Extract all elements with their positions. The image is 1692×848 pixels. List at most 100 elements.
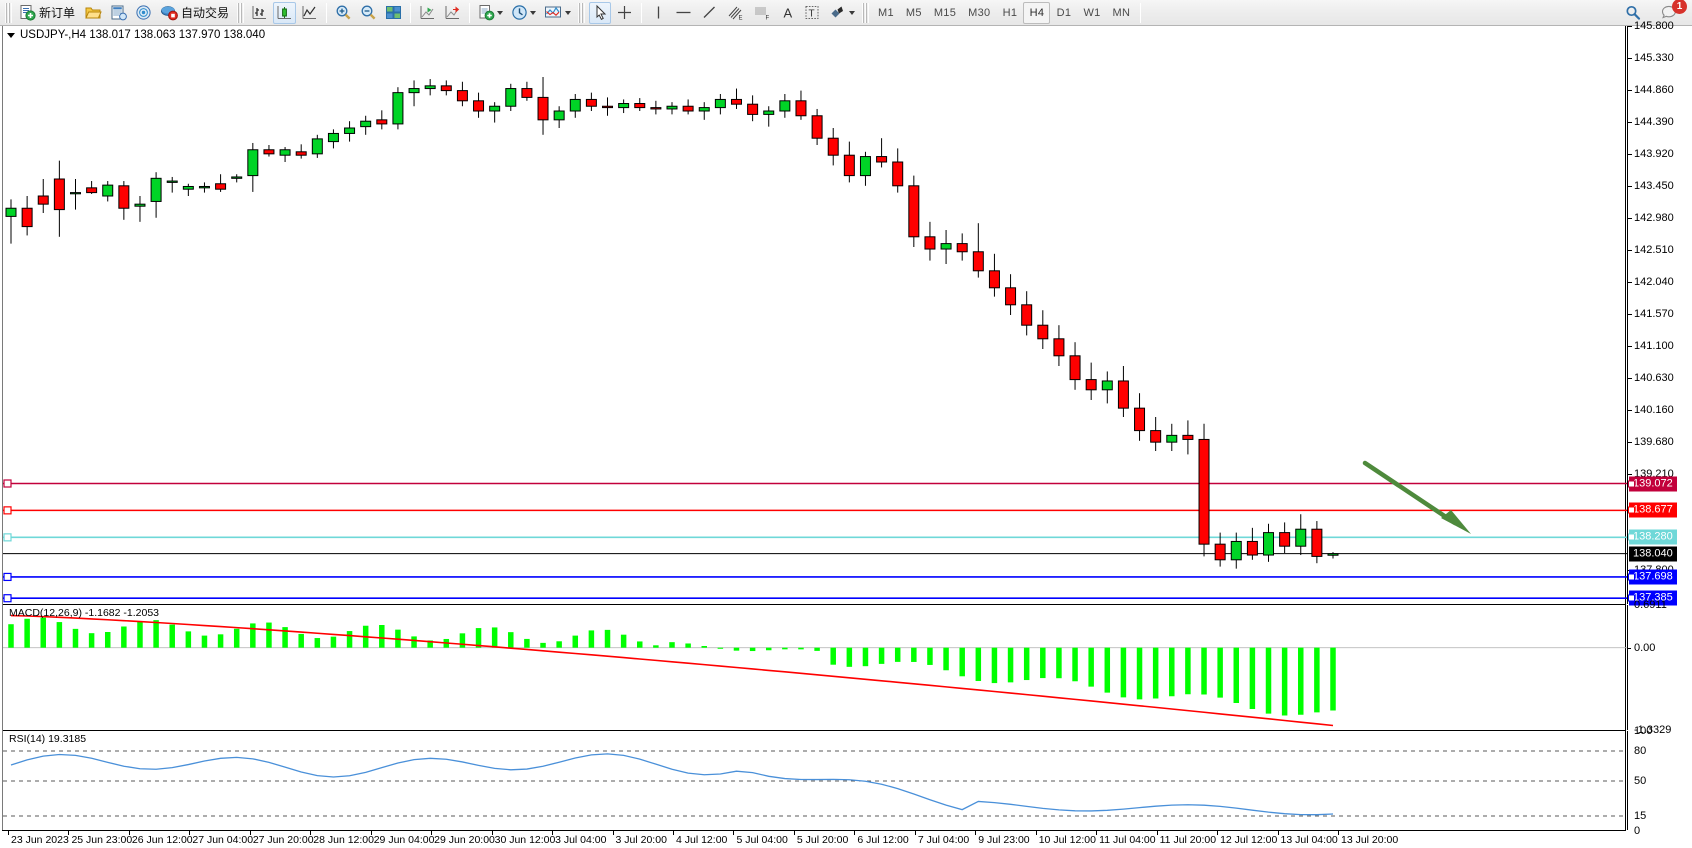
- autotrading-button[interactable]: 自动交易: [157, 2, 233, 24]
- price-level-badge-handle[interactable]: [1628, 594, 1635, 602]
- text-label-button[interactable]: T: [801, 2, 823, 24]
- shapes-button[interactable]: [825, 2, 858, 24]
- market-watch-button[interactable]: [107, 2, 130, 24]
- period-dropdown-caret[interactable]: [530, 10, 537, 15]
- new-order-button[interactable]: 新订单: [16, 2, 79, 24]
- time-scale-tick: [1217, 831, 1219, 835]
- bar-chart-button[interactable]: [248, 2, 271, 24]
- indicators-dropdown-caret[interactable]: [565, 10, 572, 15]
- price-level-handle[interactable]: [3, 506, 12, 515]
- timeframe-button-w1[interactable]: W1: [1083, 6, 1101, 19]
- zoom-in-button[interactable]: [332, 2, 355, 24]
- timeframe-button-m30[interactable]: M30: [968, 6, 991, 19]
- rsi-scale-label: 80: [1634, 745, 1647, 757]
- svg-text:E: E: [739, 16, 743, 22]
- price-scale[interactable]: 145.800 145.330 144.860 144.390 143.920 143.4…: [1627, 20, 1692, 837]
- notification-count-badge: 1: [1672, 0, 1687, 14]
- price-level-badge-138.040[interactable]: 138.040: [1629, 546, 1677, 562]
- price-scale-label: 142.510: [1634, 243, 1674, 256]
- rsi-pane-separator: [3, 730, 1625, 731]
- candle: [5, 199, 17, 244]
- timeframe-button-m15[interactable]: M15: [933, 6, 957, 19]
- macd-pane[interactable]: [3, 605, 1627, 730]
- candle: [376, 110, 388, 130]
- timeframe-button-d1[interactable]: D1: [1056, 6, 1072, 19]
- text-label-icon: T: [805, 6, 819, 20]
- autotrading-label: 自动交易: [181, 6, 230, 20]
- new-chart-dropdown-caret[interactable]: [497, 10, 504, 15]
- chart-canvas[interactable]: USDJPY-,H4 138.017 138.063 137.970 138.0…: [2, 26, 1627, 831]
- crosshair-button[interactable]: [613, 2, 636, 24]
- indicators-button[interactable]: [541, 2, 574, 24]
- candle: [682, 99, 694, 115]
- timeframe-button-m1[interactable]: M1: [878, 6, 894, 19]
- zoom-out-button[interactable]: [357, 2, 380, 24]
- price-level-handle[interactable]: [3, 533, 12, 542]
- toolbar-grip-2[interactable]: [237, 2, 245, 23]
- candle: [618, 99, 630, 114]
- price-level-handle[interactable]: [3, 479, 12, 488]
- candle: [1021, 291, 1033, 336]
- candle: [279, 147, 291, 162]
- text-button[interactable]: A: [777, 2, 799, 24]
- price-level-handle[interactable]: [3, 572, 12, 582]
- candle: [1182, 420, 1194, 455]
- search-button[interactable]: [1621, 2, 1645, 24]
- line-chart-button[interactable]: [298, 2, 321, 24]
- chart-shift-button[interactable]: [416, 2, 439, 24]
- price-level-badge-139.072[interactable]: 139.072: [1628, 476, 1677, 491]
- equidistant-channel-button[interactable]: E: [723, 2, 748, 24]
- period-button[interactable]: [508, 2, 539, 24]
- trendline-button[interactable]: [698, 2, 721, 24]
- timeframe-button-mn[interactable]: MN: [1112, 6, 1131, 19]
- macd-scale-label: 0.6911: [1634, 599, 1667, 611]
- time-scale-tick: [431, 831, 433, 835]
- price-level-badge-138.677[interactable]: 138.677: [1628, 502, 1677, 518]
- time-scale[interactable]: 23 Jun 2023 25 Jun 23:00 26 Jun 12:00 27 Ju…: [2, 830, 1626, 848]
- cursor-button[interactable]: [589, 1, 612, 24]
- price-scale-tick: [1627, 249, 1632, 251]
- price-level-badge-137.698[interactable]: 137.698: [1628, 569, 1677, 585]
- price-level-handle[interactable]: [3, 594, 12, 603]
- time-scale-label: 25 Jun 23:00: [71, 834, 133, 846]
- price-level-badge-137.385[interactable]: 137.385: [1628, 590, 1677, 606]
- tile-windows-button[interactable]: [382, 2, 405, 24]
- open-data-folder-button[interactable]: [81, 2, 105, 24]
- price-level-badge-handle[interactable]: [1628, 480, 1635, 487]
- price-level-badge-handle[interactable]: [1628, 573, 1635, 581]
- timeframe-button-m5[interactable]: M5: [905, 6, 922, 19]
- price-level-badge-handle[interactable]: [1628, 533, 1635, 541]
- candle: [1263, 523, 1275, 562]
- rsi-pane[interactable]: [3, 731, 1627, 831]
- price-scale-label: 140.630: [1634, 371, 1674, 384]
- chart-window[interactable]: USDJPY-,H4 138.017 138.063 137.970 138.0…: [0, 20, 1692, 848]
- time-scale-label: 10 Jul 12:00: [1038, 834, 1096, 846]
- horizontal-line-button[interactable]: [671, 2, 696, 24]
- candle: [537, 77, 549, 135]
- price-scale-tick: [1627, 153, 1632, 155]
- timeframe-button-h4[interactable]: H4: [1023, 1, 1051, 24]
- candle: [843, 141, 855, 183]
- chart-menu-caret-icon[interactable]: [7, 32, 15, 38]
- navigator-button[interactable]: [132, 2, 155, 24]
- toolbar-grip-3[interactable]: [578, 2, 586, 23]
- price-scale-label: 141.570: [1634, 307, 1674, 320]
- candle: [37, 179, 49, 213]
- price-level-badge-138.280[interactable]: 138.280: [1628, 529, 1677, 545]
- down-trend-arrow[interactable]: [1362, 460, 1471, 534]
- time-scale-label: 13 Jul 20:00: [1341, 834, 1399, 846]
- candle: [956, 233, 968, 261]
- price-pane[interactable]: [3, 26, 1627, 604]
- time-scale-label: 12 Jul 12:00: [1220, 834, 1278, 846]
- price-level-badge-handle[interactable]: [1628, 506, 1635, 514]
- candlestick-chart-button[interactable]: [273, 1, 297, 24]
- auto-scroll-button[interactable]: [441, 2, 464, 24]
- new-chart-button[interactable]: [475, 2, 506, 24]
- timeframe-button-h1[interactable]: H1: [1002, 6, 1018, 19]
- toolbar-grip[interactable]: [5, 2, 12, 23]
- shapes-dropdown-caret[interactable]: [849, 10, 856, 15]
- toolbar-grip-4[interactable]: [862, 2, 870, 23]
- vertical-line-button[interactable]: [647, 2, 669, 24]
- notification-button[interactable]: 1: [1657, 0, 1687, 24]
- fibonacci-button[interactable]: F: [750, 2, 775, 24]
